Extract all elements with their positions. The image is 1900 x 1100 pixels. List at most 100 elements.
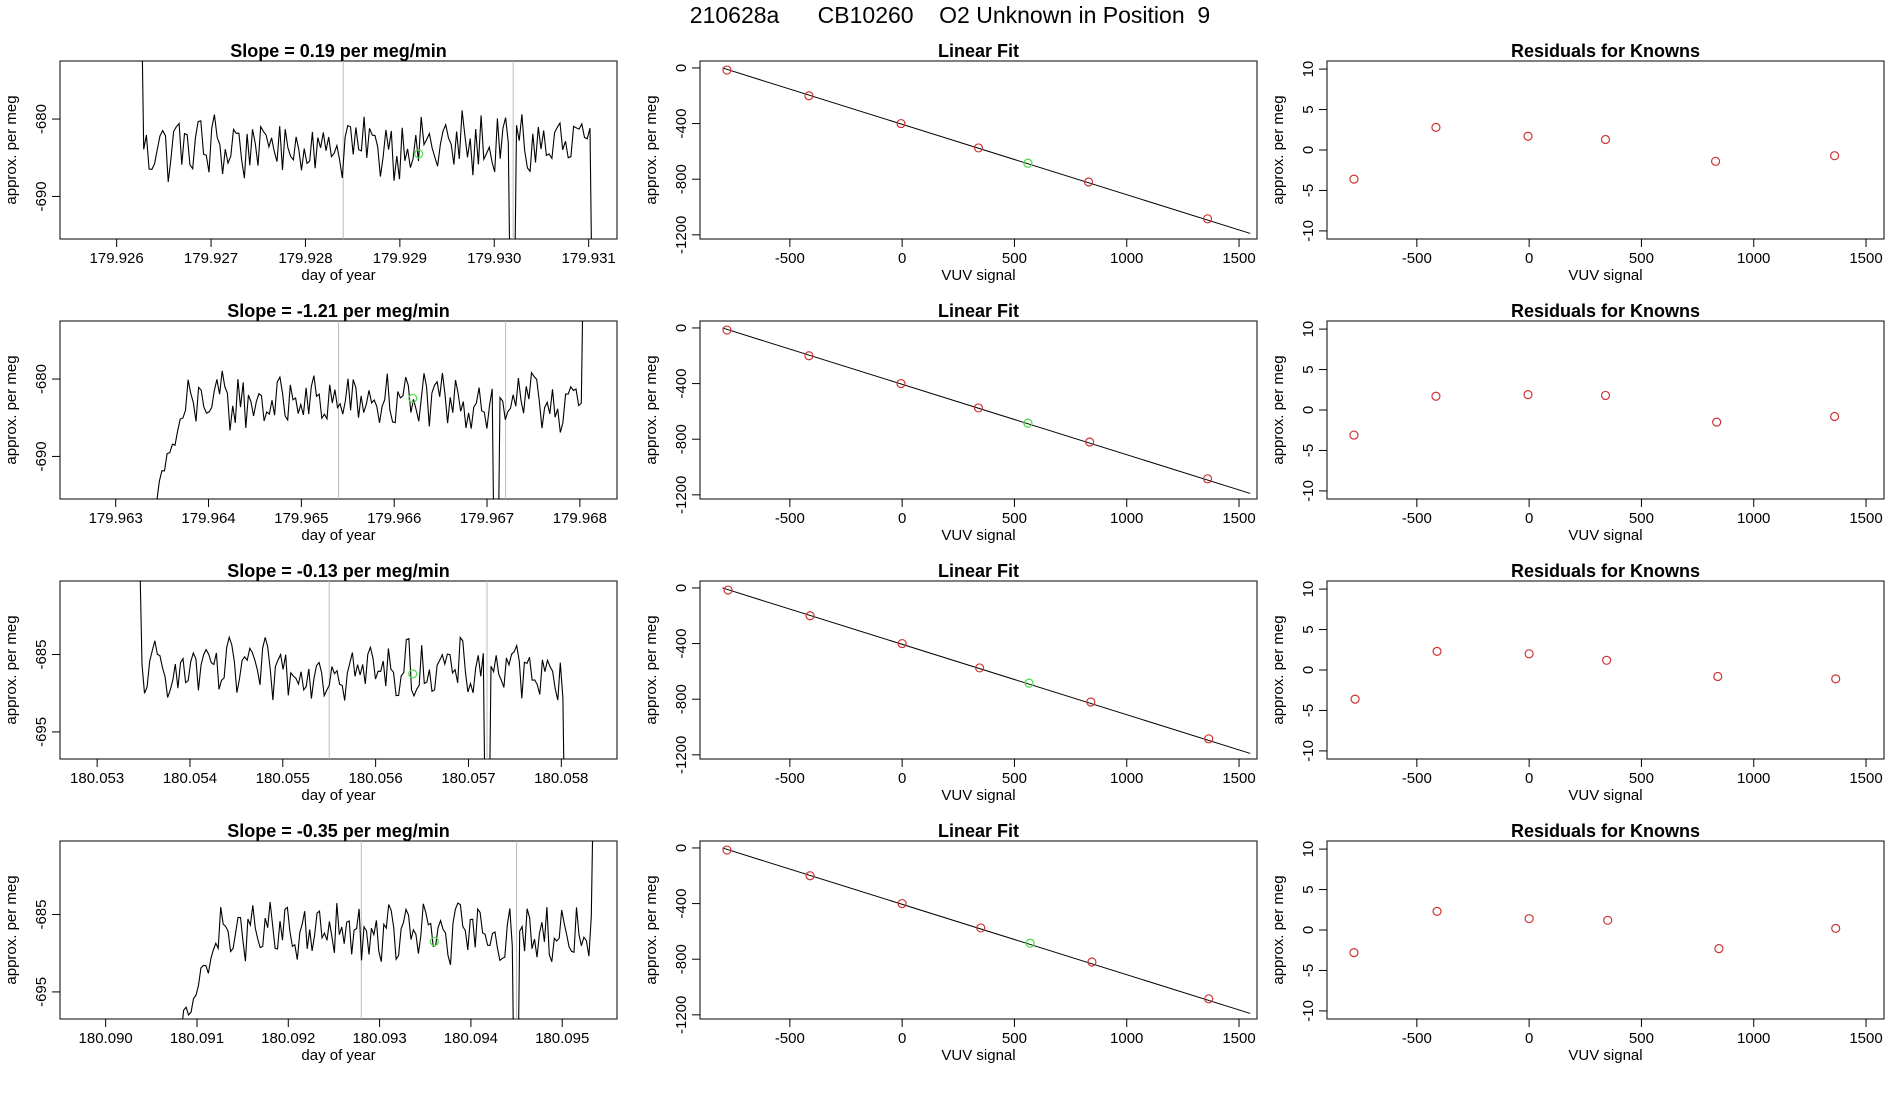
x-axis: 179.926 179.927 179.928 179.929 179.930 179.9… [90,239,616,267]
panel-fit-3: Linear Fit -500 0 500 1000 1500 VUV signal 0 -40… [643,561,1258,804]
x-tick-label: 179.963 [89,510,143,527]
y-axis: 10 5 0 -5 -10 [1300,581,1327,762]
y-axis: 10 5 0 -5 -10 [1300,841,1327,1022]
x-axis-label: VUV signal [1568,1047,1642,1064]
x-axis-label: VUV signal [941,787,1015,804]
x-tick-label: -500 [1402,250,1432,267]
x-tick-label: 1000 [1110,250,1143,267]
y-tick-label: 10 [1300,61,1317,78]
x-tick-label: 1500 [1849,250,1882,267]
known-point [1602,655,1612,665]
y-tick-label: -680 [33,364,50,394]
panel-resid-1: Residuals for Knowns -500 0 500 1000 1500 VUV … [1270,41,1885,284]
y-tick-label: -800 [673,424,690,454]
x-tick-label: 500 [1002,250,1027,267]
plot-frame [1326,60,1885,240]
known-point [804,91,814,101]
x-tick-label: 500 [1002,770,1027,787]
x-axis-label: day of year [301,787,375,804]
known-point [1713,671,1723,682]
known-point [1086,697,1096,707]
x-tick-label: 180.092 [261,1030,315,1047]
known-point [1432,646,1442,656]
x-axis: -500 0 500 1000 1500 [1402,1019,1883,1047]
known-point [1349,430,1359,440]
y-axis-label: approx. per meg [3,95,20,204]
x-axis: -500 0 500 1000 1500 [775,759,1256,787]
y-axis: 0 -400 -800 -1200 [673,844,700,1034]
x-tick-label: 1000 [1110,1030,1143,1047]
x-tick-label: 1000 [1110,770,1143,787]
x-tick-label: 500 [1002,510,1027,527]
y-tick-label: -10 [1300,1000,1317,1022]
known-point [1431,391,1441,401]
y-tick-label: -1200 [673,216,690,254]
known-point [805,611,815,621]
plot-area [1349,906,1841,958]
plot-frame [1326,580,1885,760]
y-tick-label: -400 [673,109,690,139]
page-title: 210628a CB10260 O2 Unknown in Position 9 [689,2,1211,28]
x-tick-label: 1000 [1737,1030,1770,1047]
panel-fit-4: Linear Fit -500 0 500 1000 1500 VUV signal 0 -40… [643,821,1258,1064]
unknown-point [429,936,440,947]
time-series-line [156,321,584,499]
y-axis: -685 -695 [33,900,60,1007]
plot-area [1349,390,1840,440]
x-tick-label: 179.926 [90,250,144,267]
x-tick-label: 500 [1629,250,1654,267]
y-tick-label: 5 [1300,365,1317,373]
plot-area [1350,646,1841,704]
known-point [722,845,732,855]
y-axis: -680 -690 [33,364,60,471]
x-tick-label: -500 [1402,1030,1432,1047]
known-point [1085,437,1095,447]
known-point [1524,649,1534,659]
plot-area [722,325,1251,494]
known-point [1710,156,1721,166]
y-tick-label: -690 [33,441,50,471]
x-tick-label: 180.090 [79,1030,133,1047]
y-axis-label: approx. per meg [3,875,20,984]
y-tick-label: -800 [673,684,690,714]
y-axis: -680 -690 [33,104,60,211]
time-series-line [182,841,594,1019]
y-tick-label: 0 [673,844,690,852]
x-tick-label: 179.929 [373,250,427,267]
panel-fit-1: Linear Fit -500 0 500 1000 1500 VUV signal 0 -40… [643,41,1258,284]
known-point [805,871,815,881]
y-tick-label: -695 [33,717,50,747]
panel-resid-3: Residuals for Knowns -500 0 500 1000 1500 VUV … [1270,561,1885,804]
y-axis-label: approx. per meg [643,615,660,724]
known-point [1524,914,1534,924]
x-axis: 179.963 179.964 179.965 179.966 179.967 179.9… [89,499,607,527]
y-tick-label: -800 [673,944,690,974]
fit-line [722,67,1251,234]
plot-frame [699,320,1258,500]
plot-area [722,845,1251,1014]
y-tick-label: -5 [1300,184,1317,197]
plot-frame [59,580,618,760]
panel-title: Slope = -1.21 per meg/min [227,301,450,321]
y-axis: 10 5 0 -5 -10 [1300,321,1327,502]
known-point [1350,694,1360,704]
x-tick-label: 179.967 [460,510,514,527]
y-tick-label: 5 [1300,885,1317,893]
known-point [1204,734,1214,744]
x-axis: -500 0 500 1000 1500 [1402,239,1883,267]
fit-line [722,847,1251,1014]
y-axis-label: approx. per meg [1270,615,1287,724]
x-tick-label: 179.966 [367,510,421,527]
known-point [1600,134,1611,145]
y-tick-label: -690 [33,181,50,211]
known-point [723,585,733,595]
plot-frame [699,580,1258,760]
known-point [1202,474,1213,484]
y-axis-label: approx. per meg [1270,355,1287,464]
x-tick-label: 500 [1629,1030,1654,1047]
x-tick-label: 0 [898,510,906,527]
y-axis: -685 -695 [33,640,60,747]
y-tick-label: -400 [673,629,690,659]
